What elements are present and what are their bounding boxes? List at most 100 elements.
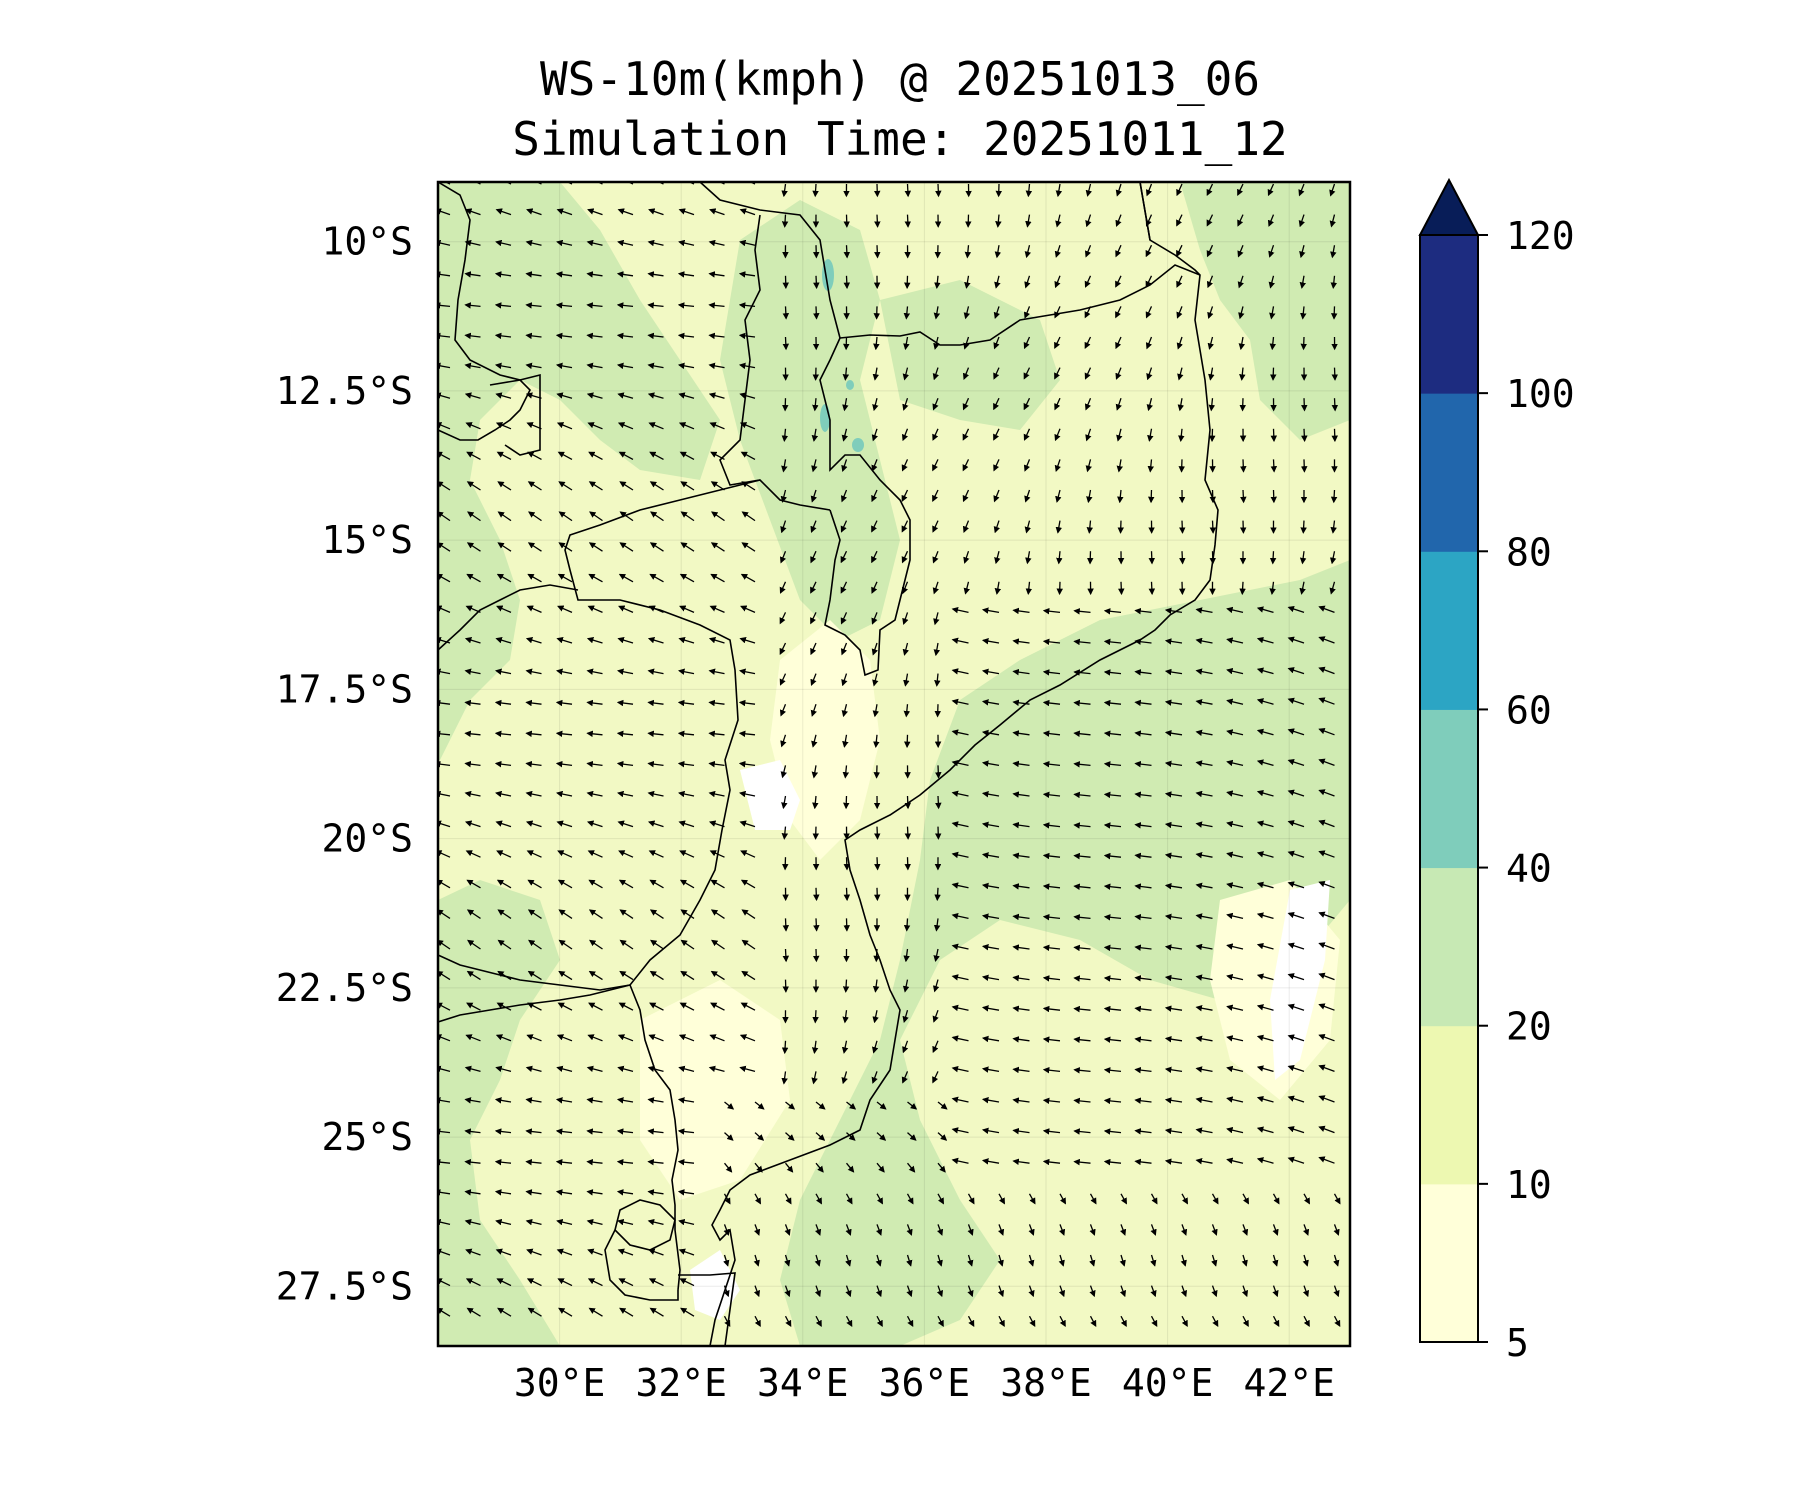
wind-arrow — [1028, 1193, 1036, 1205]
wind-arrow — [812, 795, 819, 810]
wind-arrow — [964, 275, 971, 289]
wind-arrow — [1177, 367, 1184, 381]
wind-arrow — [649, 1002, 664, 1011]
wind-arrow — [936, 1254, 943, 1267]
wind-arrow — [557, 451, 573, 460]
wind-arrow — [876, 1315, 883, 1328]
wind-arrow — [1042, 944, 1061, 952]
wind-arrow — [1073, 638, 1091, 646]
wind-arrow — [1134, 638, 1152, 645]
wind-arrow — [555, 760, 573, 768]
wind-arrow — [784, 1254, 791, 1267]
wind-arrow — [779, 581, 787, 594]
colorbar-segment — [1420, 709, 1478, 869]
border-zambia-south — [564, 479, 761, 986]
wind-arrow — [904, 183, 912, 198]
wind-arrow — [907, 1101, 918, 1110]
wind-arrow — [1269, 551, 1277, 565]
wind-arrow — [815, 1132, 826, 1141]
wind-arrow — [1256, 698, 1274, 705]
wind-arrow — [497, 1307, 512, 1317]
wind-arrow — [617, 208, 634, 216]
wind-arrow — [876, 1162, 885, 1173]
wind-arrow — [932, 1040, 939, 1054]
wind-arrow — [438, 909, 451, 919]
wind-arrow — [1299, 275, 1306, 289]
wind-arrow — [495, 208, 512, 216]
wind-arrow — [1134, 1036, 1152, 1043]
wind-arrow — [1226, 1065, 1244, 1073]
wind-arrow — [617, 422, 634, 430]
wind-arrow — [1025, 214, 1032, 228]
wind-arrow — [981, 1127, 1000, 1134]
wind-arrow — [647, 730, 664, 738]
wind-arrow — [464, 730, 481, 738]
wind-arrow — [464, 1189, 481, 1196]
wind-arrow — [1211, 1285, 1218, 1298]
wind-arrow — [1195, 1096, 1213, 1104]
wind-arrow — [936, 1285, 944, 1298]
wind-arrow — [527, 1307, 542, 1317]
wind-arrow — [464, 302, 481, 309]
wind-arrow — [1085, 183, 1093, 197]
wind-arrow — [680, 909, 695, 919]
wind-arrow — [812, 183, 819, 198]
wind-arrow — [872, 673, 879, 687]
contour-white-3 — [690, 1250, 740, 1320]
wind-arrow — [1054, 306, 1061, 319]
wind-arrow — [525, 699, 542, 707]
wind-arrow — [555, 699, 573, 707]
wind-arrow — [558, 511, 573, 522]
wind-arrow — [619, 511, 634, 522]
wind-arrow — [678, 1034, 695, 1042]
wind-arrow — [951, 1004, 969, 1012]
colorbar-segment — [1420, 551, 1478, 710]
wind-arrow — [815, 1315, 822, 1328]
wind-arrow — [495, 1034, 512, 1042]
wind-arrow — [1103, 1036, 1122, 1043]
wind-arrow — [951, 821, 969, 828]
wind-arrow — [1134, 760, 1152, 768]
wind-arrow — [739, 208, 756, 216]
wind-arrow — [876, 1101, 887, 1110]
wind-arrow — [1300, 520, 1307, 534]
wind-arrow — [1012, 1097, 1030, 1104]
wind-arrow — [677, 362, 695, 370]
wind-arrow — [1115, 275, 1122, 288]
wind-arrow — [711, 939, 725, 950]
wind-arrow — [932, 550, 939, 564]
wind-arrow — [967, 1285, 974, 1298]
wind-arrow — [556, 1065, 573, 1073]
wind-arrow — [901, 550, 909, 564]
wind-arrow — [616, 730, 634, 738]
wind-arrow — [1012, 760, 1030, 768]
wind-arrow — [556, 820, 573, 828]
wind-arrow — [679, 605, 695, 613]
wind-arrow — [811, 1071, 818, 1085]
lat-tick-label: 17.5°S — [276, 667, 413, 711]
wind-arrow — [495, 422, 512, 430]
wind-arrow — [782, 918, 790, 932]
wind-arrow — [525, 668, 542, 675]
wind-arrow — [1318, 911, 1335, 920]
wind-arrow — [872, 979, 880, 993]
wind-arrow — [527, 542, 542, 552]
wind-arrow — [1318, 697, 1335, 705]
wind-arrow — [997, 1285, 1005, 1298]
wind-arrow — [556, 422, 573, 430]
wind-arrow — [740, 850, 756, 858]
wind-arrow — [647, 1128, 664, 1135]
wind-arrow — [616, 362, 634, 370]
wind-arrow — [780, 734, 787, 748]
wind-arrow — [901, 581, 909, 595]
wind-arrow — [723, 1254, 730, 1267]
wind-arrow — [1073, 1067, 1091, 1074]
wind-arrow — [1042, 975, 1061, 982]
wind-arrow — [937, 1101, 948, 1110]
lon-tick-label: 42°E — [1243, 1361, 1335, 1405]
wind-arrow — [841, 673, 848, 687]
wind-arrow — [932, 581, 939, 595]
wind-arrow — [587, 422, 603, 430]
wind-arrow — [647, 790, 664, 798]
wind-arrow — [1240, 459, 1247, 473]
